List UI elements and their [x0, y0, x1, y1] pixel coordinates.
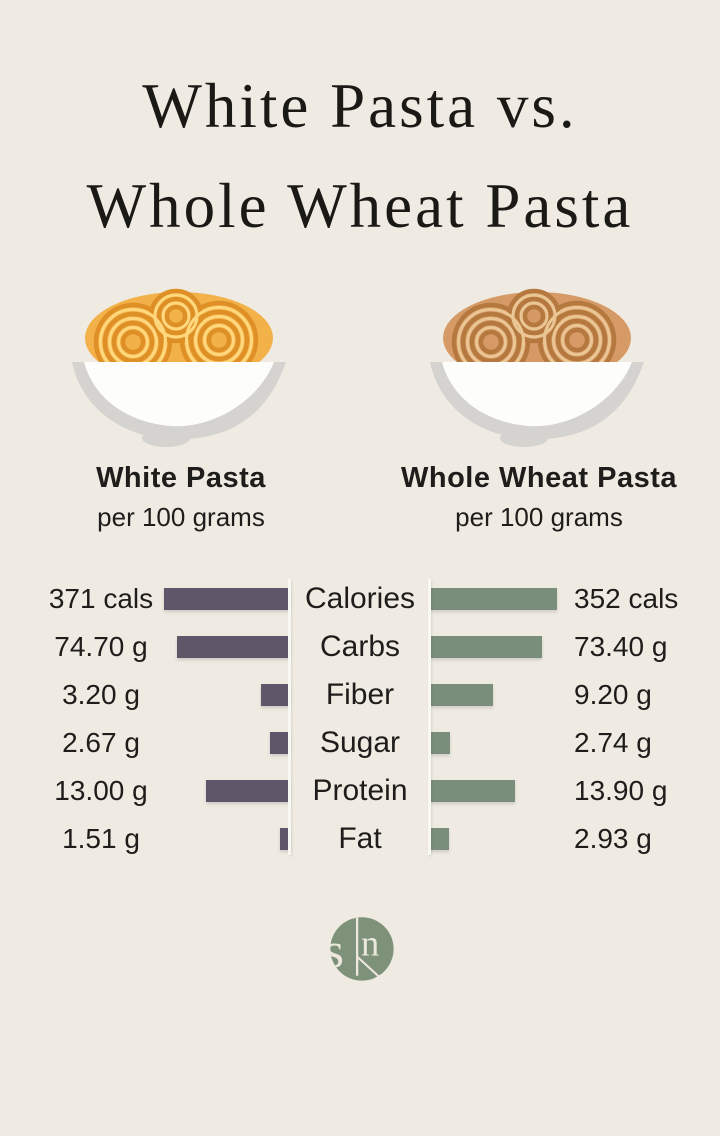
svg-text:s: s	[324, 923, 343, 978]
chart-row-fiber: 3.20 g Fiber 9.20 g	[0, 671, 720, 719]
wheat-pasta-subtitle: per 100 grams	[455, 502, 623, 532]
wheat-pasta-column: Whole Wheat Pasta per 100 grams	[378, 282, 700, 533]
white-pasta-value: 371 cals	[48, 583, 154, 614]
pasta-columns: White Pasta per 100 grams	[0, 282, 720, 533]
wheat-pasta-name: Whole Wheat Pasta	[401, 462, 677, 494]
white-pasta-subtitle: per 100 grams	[97, 502, 265, 532]
white-pasta-value: 74.70 g	[54, 631, 148, 662]
white-pasta-column: White Pasta per 100 grams	[20, 282, 342, 533]
white-pasta-bar	[164, 588, 290, 610]
category-label: Fiber	[325, 678, 395, 711]
white-pasta-bar	[206, 780, 290, 802]
category-label: Fat	[338, 822, 382, 855]
infographic-page: White Pasta vs. Whole Wheat Pasta	[0, 56, 720, 1136]
white-pasta-bar	[280, 828, 290, 850]
chart-row-protein: 13.00 g Protein 13.90 g	[0, 767, 720, 815]
white-pasta-name: White Pasta	[96, 462, 266, 494]
right-axis-line	[428, 579, 431, 855]
wheat-pasta-value: 2.74 g	[574, 727, 652, 758]
white-pasta-bar	[261, 684, 290, 706]
left-axis-line	[288, 579, 291, 855]
white-pasta-value: 3.20 g	[62, 679, 140, 710]
white-pasta-bar	[270, 732, 290, 754]
wheat-pasta-bar	[430, 684, 493, 706]
page-title-line-2: Whole Wheat Pasta	[86, 171, 634, 241]
category-label: Calories	[304, 582, 416, 615]
white-pasta-value: 1.51 g	[62, 823, 140, 854]
category-label: Sugar	[319, 726, 401, 759]
chart-row-carbs: 74.70 g Carbs 73.40 g	[0, 623, 720, 671]
wheat-pasta-bar	[430, 588, 557, 610]
category-label: Protein	[312, 774, 408, 807]
wheat-pasta-value: 2.93 g	[574, 823, 652, 854]
brand-logo: s n	[0, 899, 720, 1000]
white-pasta-bar	[177, 636, 290, 658]
nutrition-comparison-chart: 371 cals Calories 352 cals 74.70 g Carbs…	[0, 575, 720, 863]
chart-row-calories: 371 cals Calories 352 cals	[0, 575, 720, 623]
white-pasta-value: 13.00 g	[54, 775, 148, 806]
page-title: White Pasta vs. Whole Wheat Pasta	[0, 56, 720, 256]
wheat-pasta-value: 9.20 g	[574, 679, 652, 710]
white-pasta-bowl-icon	[72, 288, 286, 447]
wheat-pasta-bar	[430, 732, 450, 754]
svg-text:n: n	[361, 923, 379, 964]
wheat-pasta-bowl-icon	[430, 288, 644, 447]
chart-row-sugar: 2.67 g Sugar 2.74 g	[0, 719, 720, 767]
white-pasta-value: 2.67 g	[62, 727, 140, 758]
wheat-pasta-bar	[430, 780, 515, 802]
wheat-pasta-value: 73.40 g	[574, 631, 668, 662]
category-label: Carbs	[319, 630, 401, 663]
wheat-pasta-bar	[430, 828, 449, 850]
brand-monogram-icon: s n	[324, 917, 394, 981]
wheat-pasta-bar	[430, 636, 542, 658]
wheat-pasta-value: 13.90 g	[574, 775, 668, 806]
chart-row-fat: 1.51 g Fat 2.93 g	[0, 815, 720, 863]
page-title-line-1: White Pasta vs.	[142, 71, 578, 141]
wheat-pasta-value: 352 cals	[574, 583, 679, 614]
